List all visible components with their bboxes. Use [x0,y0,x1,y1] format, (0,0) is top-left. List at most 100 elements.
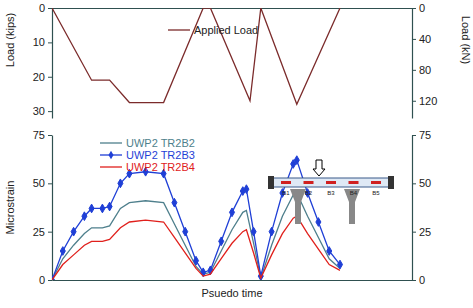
tick: 75 [412,129,431,141]
legend-swatch [100,166,122,167]
beam-label: B4 [350,190,358,196]
legend-label: Applied Load [194,24,258,36]
tick: 120 [412,95,437,107]
tick-mark [48,8,52,9]
tick-mark [48,135,52,136]
tick-mark [48,232,52,233]
tick-mark [48,280,52,281]
y-axis-title: Microstrain [4,181,16,235]
y2-axis-line [412,9,413,119]
legend: UWP2 TR2B2UWP2 TR2B3UWP2 TR2B4 [100,137,195,173]
tick: 0 [412,2,425,14]
marker [251,227,256,236]
deck [272,178,390,187]
y2-axis: 0 25 50 75 [412,129,431,286]
marker [82,212,87,221]
y-axis: 0255075 [33,129,53,286]
legend-label: UWP2 TR2B2 [126,137,195,149]
tick-mark [412,183,416,184]
tick-mark [48,77,52,78]
beam [326,181,336,184]
beam-label: B3 [327,190,335,196]
tick-mark [412,232,416,233]
tick-mark [48,42,52,43]
tick: 75 [33,129,52,141]
marker [183,227,188,236]
tick-label: 25 [33,226,45,238]
marker [100,204,105,213]
beam [371,181,381,184]
x-axis [53,280,413,281]
beam [304,181,314,184]
tick-label: 80 [419,64,431,76]
beam-label: B5 [372,190,380,196]
marker [219,237,224,246]
tick-mark [412,101,416,102]
tick-label: 25 [419,226,431,238]
y-axis-title: Load (kips) [4,13,16,67]
beam-label: B2 [305,190,313,196]
load-arrow [313,160,325,176]
marker [294,156,299,165]
tick-label: 10 [33,36,45,48]
inset-diagram: B1B2B3B4B5 [268,160,394,224]
tick-mark [412,8,416,9]
beam [281,181,291,184]
end-block [388,176,394,189]
tick: 50 [412,177,431,189]
y-axis-line [52,9,53,119]
y2-axis: 0 40 80 120 [412,2,437,118]
tick-mark [412,135,416,136]
tick-label: 40 [419,33,431,45]
marker [316,218,321,227]
marker [89,204,94,213]
marker [118,179,123,188]
legend: Applied Load [168,24,258,36]
tick-label: 75 [419,129,431,141]
tick-label: 50 [419,177,431,189]
tick-label: 50 [33,177,45,189]
tick-label: 0 [419,2,425,14]
legend-label: UWP2 TR2B4 [126,161,195,173]
beam [349,181,359,184]
marker [244,185,249,194]
plot-area [52,156,343,280]
tick-label: 120 [419,95,437,107]
marker [229,208,234,217]
chart-root: 0 10 20 30 0 40 80 120 Load (kips) Load (kN) Appli… [0,0,473,308]
tick-label: 0 [419,274,425,286]
end-block [268,176,274,189]
x-axis-line [53,8,413,9]
y2-axis-line [412,136,413,281]
y-axis: 0 10 20 30 [33,2,53,118]
tick: 30 [33,105,52,117]
tick: 40 [412,33,431,45]
marker [337,260,342,269]
marker [107,202,112,211]
tick-mark [412,70,416,71]
tick: 25 [33,226,52,238]
legend-label: UWP2 TR2B3 [126,149,195,161]
tick-label: 75 [33,129,45,141]
series-line [52,216,340,280]
support [290,189,306,224]
tick: 50 [33,177,52,189]
support [344,189,360,224]
tick-mark [48,183,52,184]
x-axis-line [53,280,413,281]
tick-label: 30 [33,105,45,117]
tick: 0 [39,2,52,14]
tick: 25 [412,226,431,238]
tick: 80 [412,64,431,76]
tick: 0 [412,274,425,286]
tick-mark [412,39,416,40]
y-axis-line [52,136,53,281]
x-axis [53,8,413,9]
series-line [52,8,340,104]
y2-axis-title: Load (kN) [460,16,472,64]
tick: 20 [33,71,52,83]
x-axis-title: Psuedo time [201,287,262,299]
marker [269,227,274,236]
marker [193,256,198,265]
marker [172,198,177,207]
